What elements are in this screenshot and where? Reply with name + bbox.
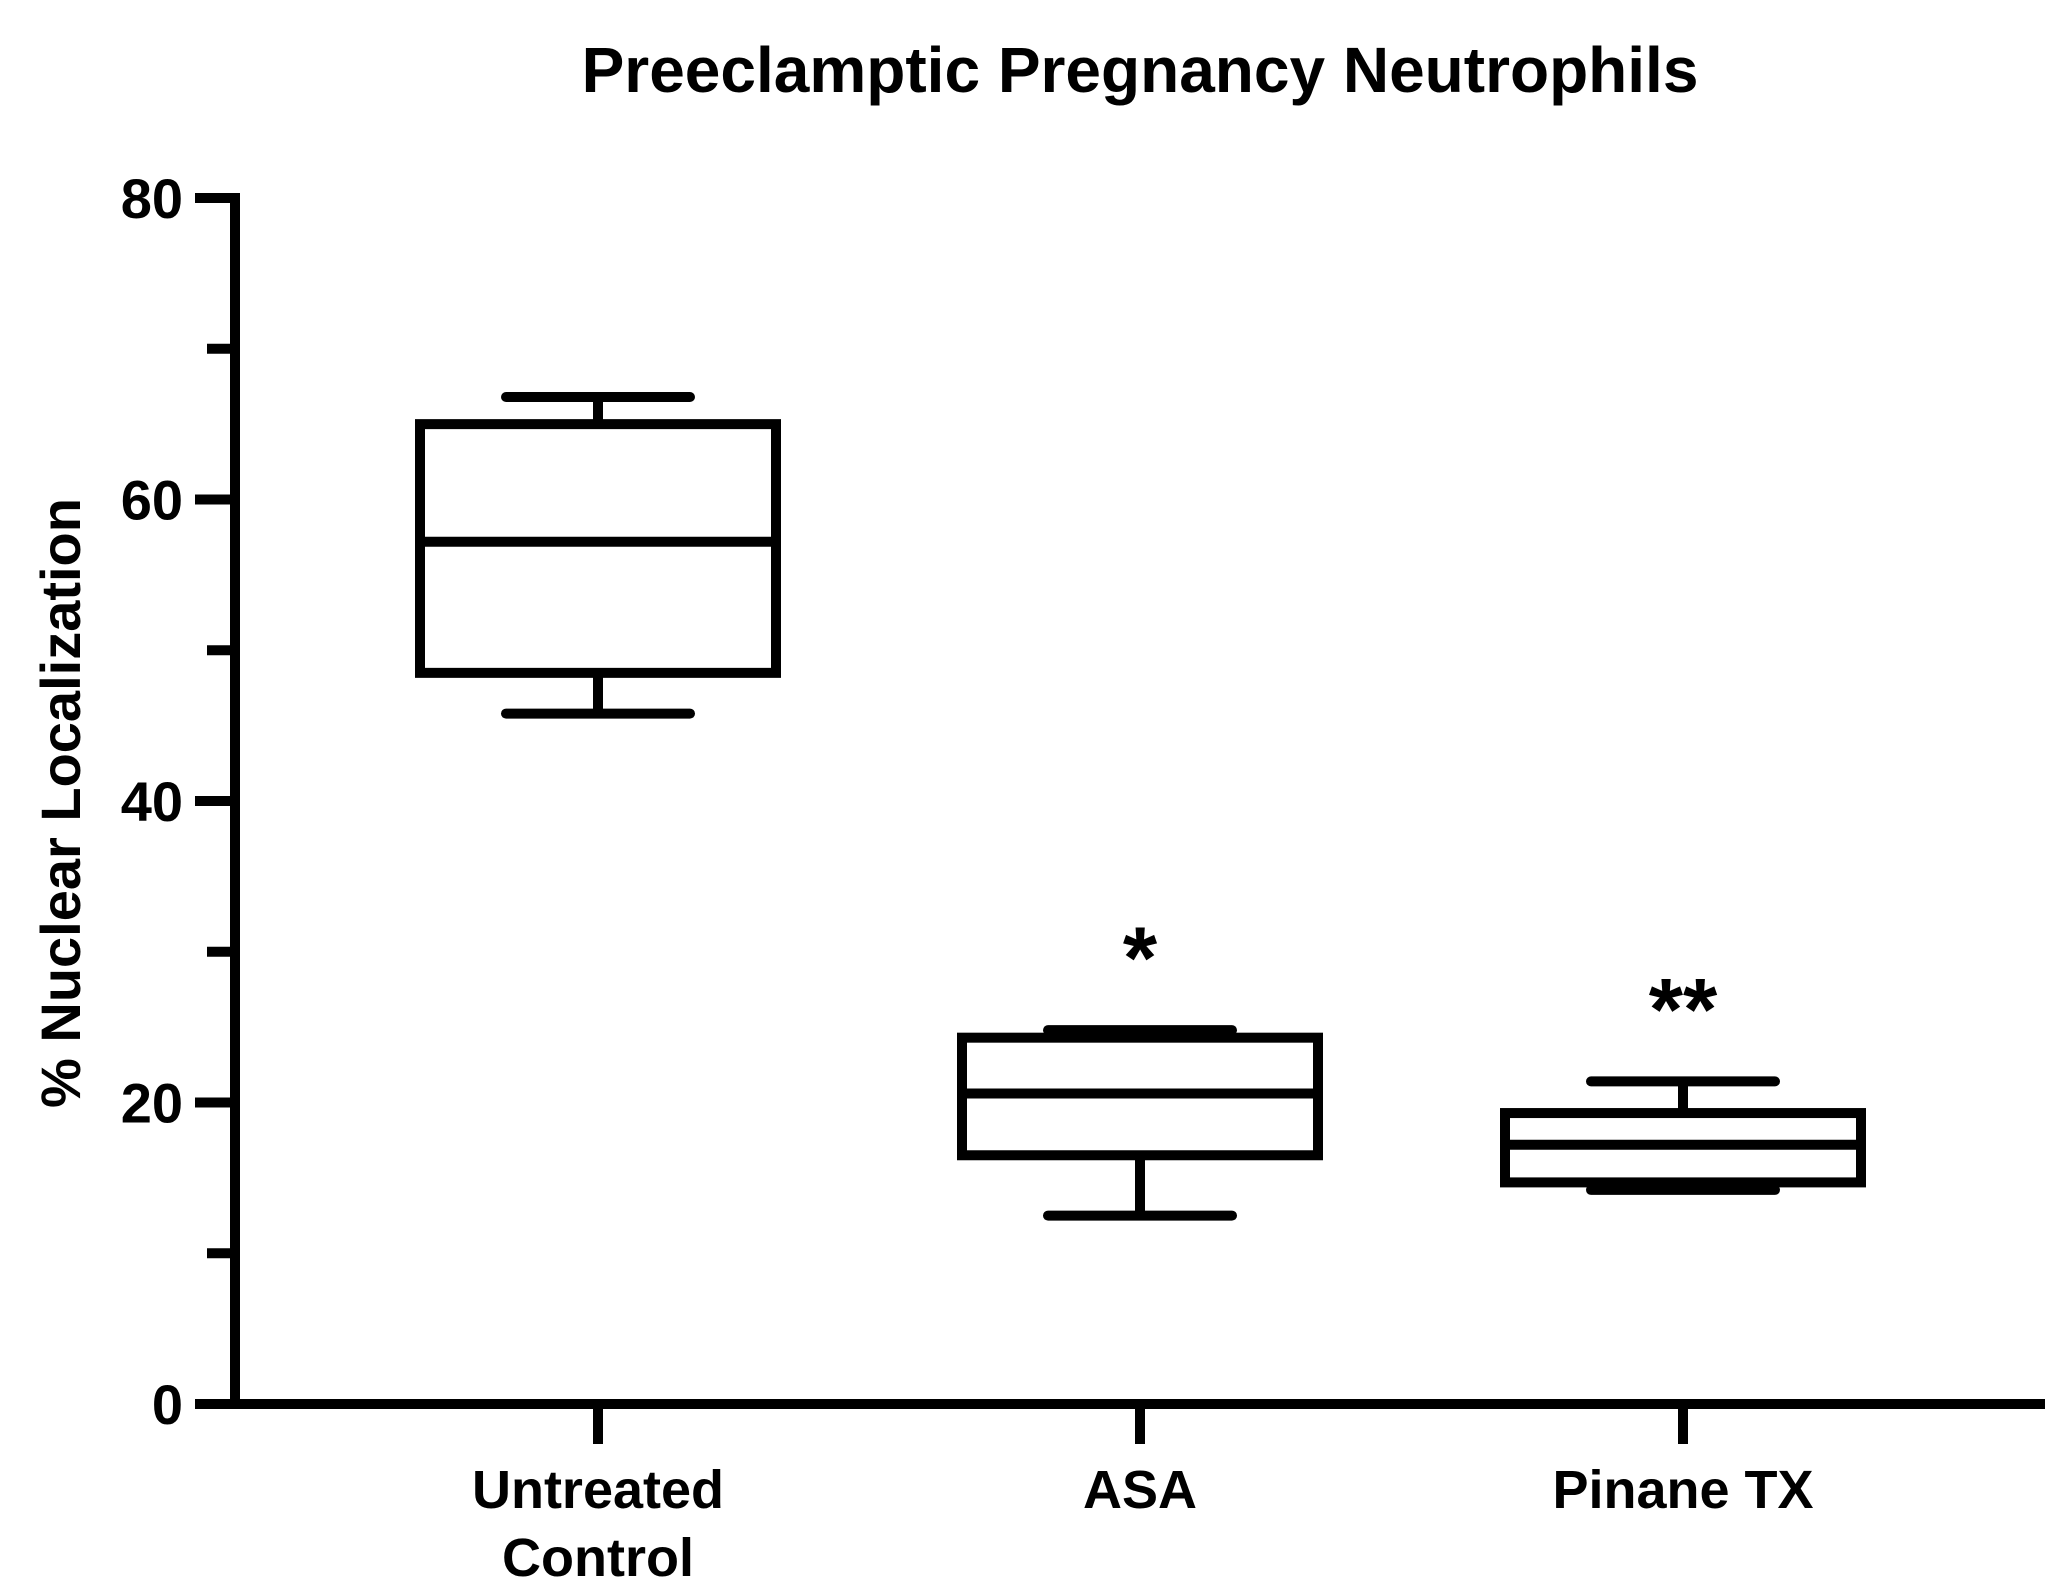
boxes xyxy=(415,391,1866,1221)
x-category-label: Untreated xyxy=(472,1460,724,1520)
box-group xyxy=(1500,1076,1866,1195)
x-category-label: ASA xyxy=(1083,1460,1197,1520)
iqr-box xyxy=(415,419,781,678)
x-category-label: Pinane TX xyxy=(1552,1460,1813,1520)
y-tick-label: 20 xyxy=(121,1072,183,1135)
y-tick-label: 40 xyxy=(121,770,183,833)
x-category-label: Control xyxy=(502,1528,694,1588)
axes xyxy=(195,193,2045,1444)
y-tick-label: 0 xyxy=(152,1373,183,1436)
y-tick-label: 60 xyxy=(121,469,183,532)
significance-marker: * xyxy=(1123,908,1158,1007)
box-group xyxy=(957,1025,1323,1221)
y-axis-label: % Nuclear Localization xyxy=(29,498,92,1108)
box-group xyxy=(415,391,781,719)
significance-marker: ** xyxy=(1649,959,1718,1058)
chart-title: Preeclamptic Pregnancy Neutrophils xyxy=(582,34,1699,106)
y-tick-label: 80 xyxy=(121,167,183,230)
